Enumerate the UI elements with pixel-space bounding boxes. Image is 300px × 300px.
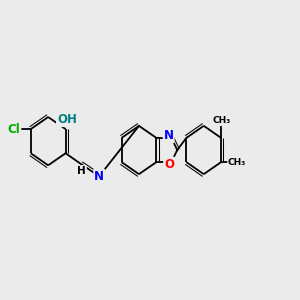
Text: CH₃: CH₃ [228, 158, 246, 166]
Text: O: O [164, 158, 174, 171]
Text: N: N [94, 170, 104, 183]
Text: OH: OH [57, 113, 77, 126]
Text: H: H [77, 166, 86, 176]
Text: N: N [164, 129, 174, 142]
Text: Cl: Cl [8, 123, 20, 136]
Text: CH₃: CH₃ [212, 116, 230, 125]
